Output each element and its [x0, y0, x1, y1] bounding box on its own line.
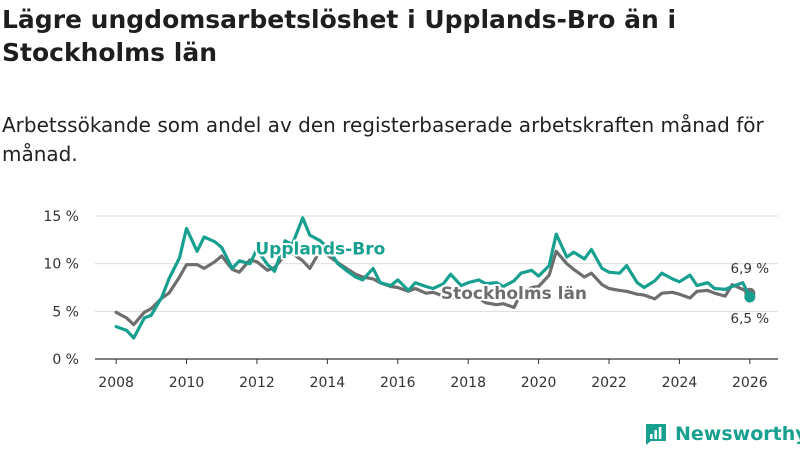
end-value-label: 6,5 %	[731, 311, 770, 327]
chart-title: Lägre ungdomsarbetslöshet i Upplands-Bro…	[2, 5, 677, 67]
series-line-upplands-bro	[114, 216, 752, 340]
series-layer	[114, 216, 756, 340]
grid-layer	[95, 215, 778, 364]
end-value-label: 6,9 %	[731, 261, 770, 277]
chart-subtitle: Arbetssökande som andel av den registerb…	[2, 113, 764, 166]
x-tick-label: 2016	[380, 375, 416, 391]
series-line-stockholms-lan	[114, 248, 752, 327]
x-tick-label: 2022	[591, 375, 627, 391]
series-end-point	[744, 291, 756, 303]
x-tick-label: 2024	[662, 375, 698, 391]
x-tick-label: 2012	[239, 375, 275, 391]
series-annotation: Stockholms län	[441, 284, 587, 304]
label-layer: 0 % 5 % 10 % 15 % 2008 2010 2012 2014 2016 2018 20…	[43, 209, 769, 391]
line-chart: 0 % 5 % 10 % 15 % 2008 2010 2012 2014 2016 2018 20…	[43, 209, 778, 391]
x-tick-label: 2026	[732, 375, 768, 391]
x-tick-label: 2008	[98, 375, 134, 391]
y-tick-label: 10 %	[43, 257, 79, 273]
y-tick-label: 0 %	[52, 352, 79, 368]
x-tick-label: 2010	[169, 375, 205, 391]
x-tick-label: 2014	[310, 375, 346, 391]
series-annotation: Upplands-Bro	[255, 239, 385, 259]
newsworthy-logo-icon	[646, 424, 666, 445]
x-tick-label: 2020	[521, 375, 557, 391]
x-tick-label: 2018	[450, 375, 486, 391]
y-tick-label: 15 %	[43, 209, 79, 225]
brand-name: Newsworthy	[675, 423, 800, 445]
brand-logo[interactable]: Newsworthy	[644, 420, 800, 448]
y-tick-label: 5 %	[52, 304, 79, 320]
